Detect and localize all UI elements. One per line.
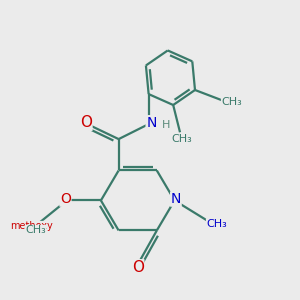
Text: N: N bbox=[171, 192, 181, 206]
Text: CH₃: CH₃ bbox=[171, 134, 192, 144]
Text: CH₃: CH₃ bbox=[221, 97, 242, 107]
Text: O: O bbox=[132, 260, 144, 275]
Text: CH₃: CH₃ bbox=[206, 219, 227, 229]
Text: methoxy: methoxy bbox=[10, 221, 53, 231]
Text: CH₃: CH₃ bbox=[25, 226, 46, 236]
Text: O: O bbox=[60, 192, 71, 206]
Text: N: N bbox=[146, 116, 157, 130]
Text: H: H bbox=[162, 121, 171, 130]
Text: O: O bbox=[80, 115, 92, 130]
